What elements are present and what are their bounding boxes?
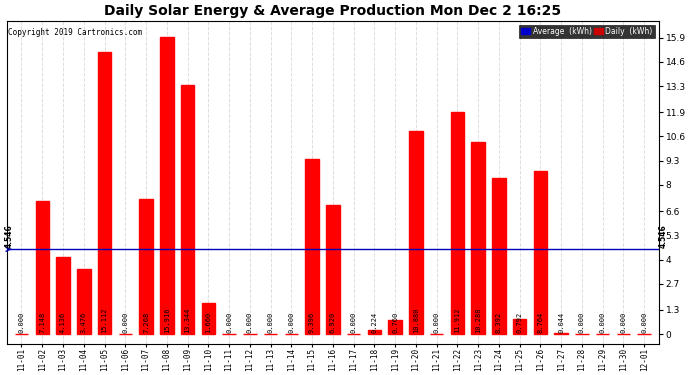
- Text: 0.760: 0.760: [392, 312, 398, 333]
- Text: 7.148: 7.148: [39, 312, 46, 333]
- Title: Daily Solar Energy & Average Production Mon Dec 2 16:25: Daily Solar Energy & Average Production …: [104, 4, 562, 18]
- Bar: [533, 171, 547, 334]
- Text: 0.000: 0.000: [620, 312, 627, 333]
- Bar: [201, 303, 215, 334]
- Text: 0.000: 0.000: [351, 312, 357, 333]
- Text: 0.224: 0.224: [371, 312, 377, 333]
- Text: 3.476: 3.476: [81, 312, 87, 333]
- Bar: [57, 257, 70, 334]
- Text: 9.396: 9.396: [309, 312, 315, 333]
- Text: 4.546: 4.546: [658, 225, 667, 249]
- Bar: [409, 131, 423, 334]
- Bar: [306, 159, 319, 334]
- Bar: [555, 333, 568, 334]
- Text: 4.136: 4.136: [60, 312, 66, 333]
- Bar: [35, 201, 49, 334]
- Text: 0.000: 0.000: [247, 312, 253, 333]
- Text: 0.792: 0.792: [517, 312, 523, 333]
- Text: 4.546: 4.546: [5, 225, 14, 249]
- Text: 0.000: 0.000: [268, 312, 274, 333]
- Bar: [513, 320, 526, 334]
- Text: 8.392: 8.392: [496, 312, 502, 333]
- Text: 0.000: 0.000: [579, 312, 585, 333]
- Text: 0.000: 0.000: [19, 312, 24, 333]
- Text: 0.000: 0.000: [641, 312, 647, 333]
- Bar: [160, 37, 174, 334]
- Text: 6.920: 6.920: [330, 312, 336, 333]
- Text: 0.000: 0.000: [288, 312, 295, 333]
- Bar: [139, 199, 152, 334]
- Text: 11.912: 11.912: [455, 308, 460, 333]
- Text: 15.112: 15.112: [101, 308, 108, 333]
- Text: 1.660: 1.660: [206, 312, 211, 333]
- Bar: [368, 330, 381, 334]
- Legend: Average  (kWh), Daily  (kWh): Average (kWh), Daily (kWh): [519, 24, 655, 38]
- Bar: [451, 112, 464, 334]
- Bar: [388, 320, 402, 334]
- Bar: [471, 142, 485, 334]
- Bar: [181, 85, 195, 334]
- Text: 10.280: 10.280: [475, 308, 481, 333]
- Bar: [98, 52, 111, 334]
- Text: 0.000: 0.000: [226, 312, 232, 333]
- Bar: [492, 178, 506, 334]
- Text: 7.268: 7.268: [143, 312, 149, 333]
- Bar: [326, 205, 339, 334]
- Text: 10.880: 10.880: [413, 308, 419, 333]
- Text: Copyright 2019 Cartronics.com: Copyright 2019 Cartronics.com: [8, 28, 142, 37]
- Text: 0.000: 0.000: [600, 312, 606, 333]
- Text: 8.764: 8.764: [538, 312, 544, 333]
- Text: 13.344: 13.344: [184, 308, 190, 333]
- Text: 15.916: 15.916: [164, 308, 170, 333]
- Text: 0.000: 0.000: [433, 312, 440, 333]
- Text: 0.000: 0.000: [122, 312, 128, 333]
- Bar: [77, 269, 90, 334]
- Text: 0.044: 0.044: [558, 312, 564, 333]
